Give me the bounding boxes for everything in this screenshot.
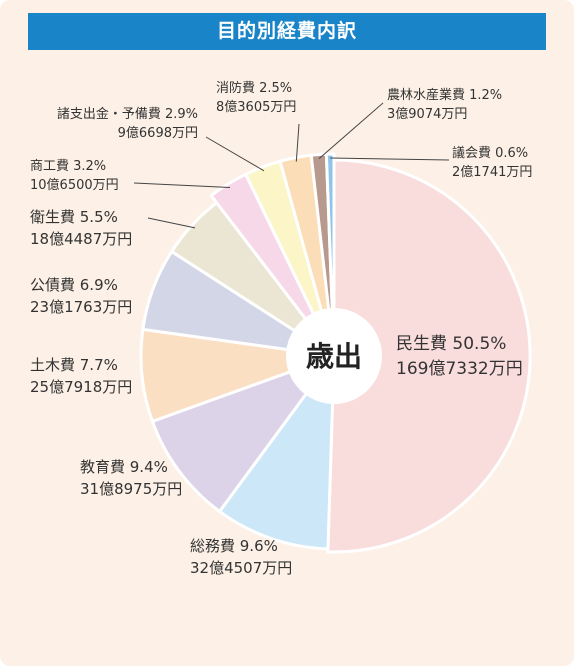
slice-amount: 169億7332万円 xyxy=(396,359,523,379)
leader-line xyxy=(133,182,231,188)
slice-amount: 2億1741万円 xyxy=(452,164,532,180)
pie-slice xyxy=(218,354,336,551)
chart-title: 目的別経費内訳 xyxy=(28,13,546,50)
leader-line xyxy=(295,123,300,162)
pie-slice xyxy=(139,327,336,423)
slice-label: 消防費 2.5% xyxy=(216,80,292,96)
pie-slice xyxy=(324,152,336,358)
slice-amount: 31億8975万円 xyxy=(80,480,182,498)
slice-label: 総務費 9.6% xyxy=(190,537,278,555)
slice-amount: 9億6698万円 xyxy=(118,125,198,141)
slice-label: 公債費 6.9% xyxy=(30,276,118,294)
pie-slices xyxy=(139,152,532,554)
pie-slice xyxy=(326,158,532,554)
leader-lines xyxy=(133,102,450,229)
slice-label: 農林水産業費 1.2% xyxy=(387,87,502,103)
slice-label: 議会費 0.6% xyxy=(452,146,528,161)
slice-amount: 10億6500万円 xyxy=(30,177,119,193)
center-label: 歳出 xyxy=(306,340,362,373)
leader-line xyxy=(205,136,265,172)
slice-label: 土木費 7.7% xyxy=(30,356,118,374)
slice-label: 商工費 3.2% xyxy=(30,159,106,174)
slice-label: 諸支出金・予備費 2.9% xyxy=(57,106,198,122)
slice-amount: 25億7918万円 xyxy=(30,378,132,396)
slice-amount: 23億1763万円 xyxy=(30,298,132,316)
slice-label: 衛生費 5.5% xyxy=(30,208,118,226)
leader-line xyxy=(318,102,384,159)
slice-label: 民生費 50.5% xyxy=(396,334,506,354)
leader-line xyxy=(147,217,196,229)
slice-amount: 3億9074万円 xyxy=(387,106,467,122)
slice-amount: 32億4507万円 xyxy=(190,559,292,577)
pie-slice xyxy=(150,354,336,513)
leader-line xyxy=(330,157,450,161)
donut-hole xyxy=(286,308,382,404)
slice-amount: 8億3605万円 xyxy=(216,99,296,115)
slice-amount: 18億4487万円 xyxy=(30,230,132,248)
slice-label: 教育費 9.4% xyxy=(80,458,168,476)
